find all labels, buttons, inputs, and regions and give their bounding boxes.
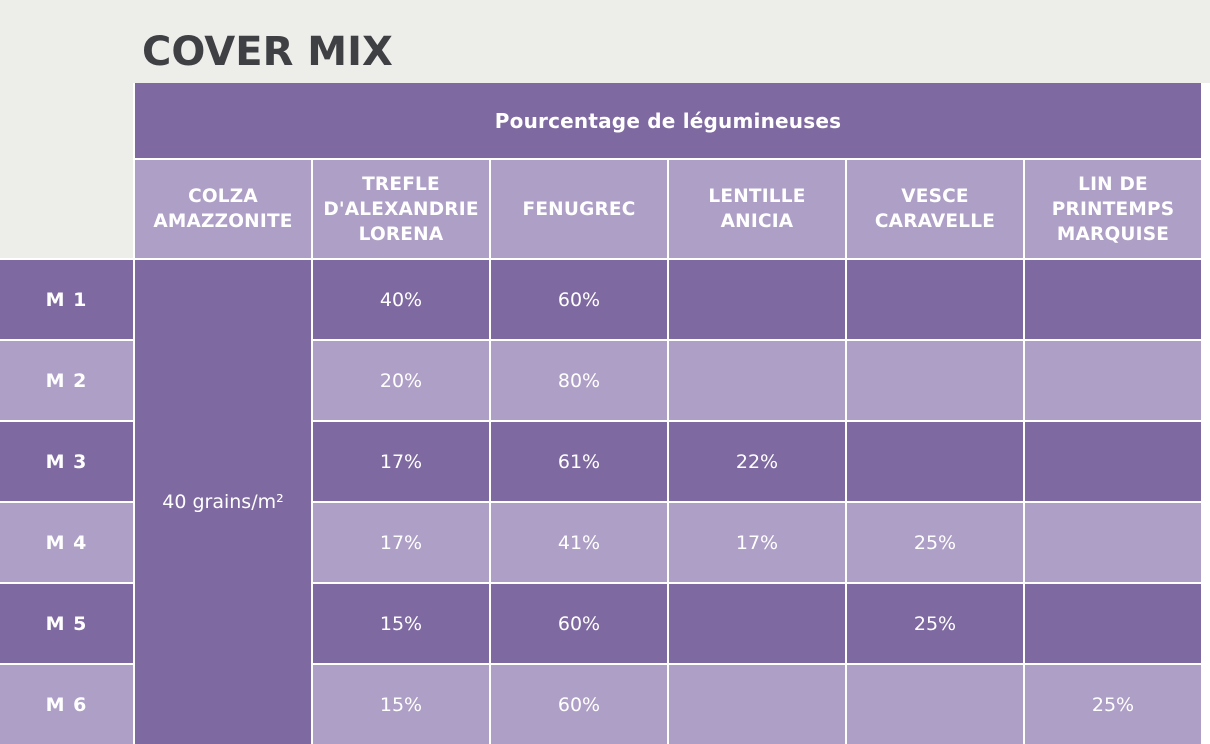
table-corner-blank (0, 83, 133, 258)
page-title: COVER MIX (142, 29, 393, 75)
table-cell (1025, 584, 1201, 663)
table-cell (847, 422, 1023, 501)
table-cell: 80% (491, 341, 667, 420)
column-header-lin: LIN DE PRINTEMPS MARQUISE (1025, 160, 1201, 258)
column-header-trefle: TREFLE D'ALEXANDRIE LORENA (313, 160, 489, 258)
row-label-m2: M 2 (0, 341, 133, 420)
table-cell (669, 341, 845, 420)
cover-mix-table: Pourcentage de légumineuses COLZA AMAZZO… (0, 83, 1210, 744)
column-header-vesce: VESCE CARAVELLE (847, 160, 1023, 258)
row-label-m6: M 6 (0, 665, 133, 744)
table-cell: 25% (847, 584, 1023, 663)
table-cell (1025, 422, 1201, 501)
table-cell (847, 665, 1023, 744)
colza-density-cell: 40 grains/m² (135, 260, 311, 744)
table-cell: 25% (847, 503, 1023, 582)
row-label-m5: M 5 (0, 584, 133, 663)
table-cell (669, 665, 845, 744)
column-header-lentille: LENTILLE ANICIA (669, 160, 845, 258)
table-cell: 60% (491, 584, 667, 663)
table-cell (1025, 260, 1201, 339)
row-label-m1: M 1 (0, 260, 133, 339)
column-header-fenugrec: FENUGREC (491, 160, 667, 258)
column-header-colza: COLZA AMAZZONITE (135, 160, 311, 258)
table-cell: 15% (313, 665, 489, 744)
table-cell: 17% (313, 422, 489, 501)
group-header: Pourcentage de légumineuses (135, 83, 1201, 158)
table-cell: 61% (491, 422, 667, 501)
table-cell (669, 584, 845, 663)
table-cell: 60% (491, 260, 667, 339)
table-cell: 17% (669, 503, 845, 582)
table-cell (847, 341, 1023, 420)
row-label-m4: M 4 (0, 503, 133, 582)
table-cell: 25% (1025, 665, 1201, 744)
table-cell (847, 260, 1023, 339)
table-cell: 17% (313, 503, 489, 582)
table-cell (1025, 341, 1201, 420)
table-cell: 40% (313, 260, 489, 339)
table-cell: 41% (491, 503, 667, 582)
table-cell: 22% (669, 422, 845, 501)
table-cell: 60% (491, 665, 667, 744)
table-cell (1025, 503, 1201, 582)
table-cell (669, 260, 845, 339)
row-label-m3: M 3 (0, 422, 133, 501)
table-cell: 15% (313, 584, 489, 663)
table-cell: 20% (313, 341, 489, 420)
